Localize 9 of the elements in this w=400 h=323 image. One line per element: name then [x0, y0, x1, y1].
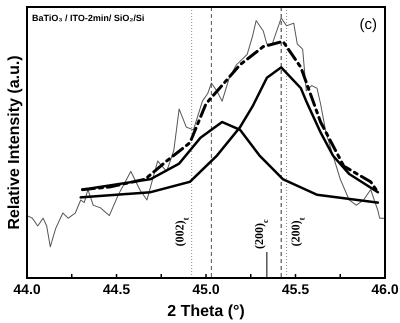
x-tick-label: 44.5 — [102, 281, 130, 297]
x-tick-label: 45.0 — [192, 281, 220, 297]
x-tick-label: 44.0 — [13, 281, 41, 297]
x-axis-title: 2 Theta (°) — [167, 303, 245, 320]
x-tick-label: 46.0 — [371, 281, 399, 297]
x-tick-label: 45.5 — [282, 281, 310, 297]
annotation: (c) — [360, 16, 377, 33]
chart-title: BaTiO₃ / ITO-2min/ SiO₂/Si — [32, 13, 144, 23]
y-axis-title: Relative Intensity (a.u.) — [6, 55, 23, 230]
